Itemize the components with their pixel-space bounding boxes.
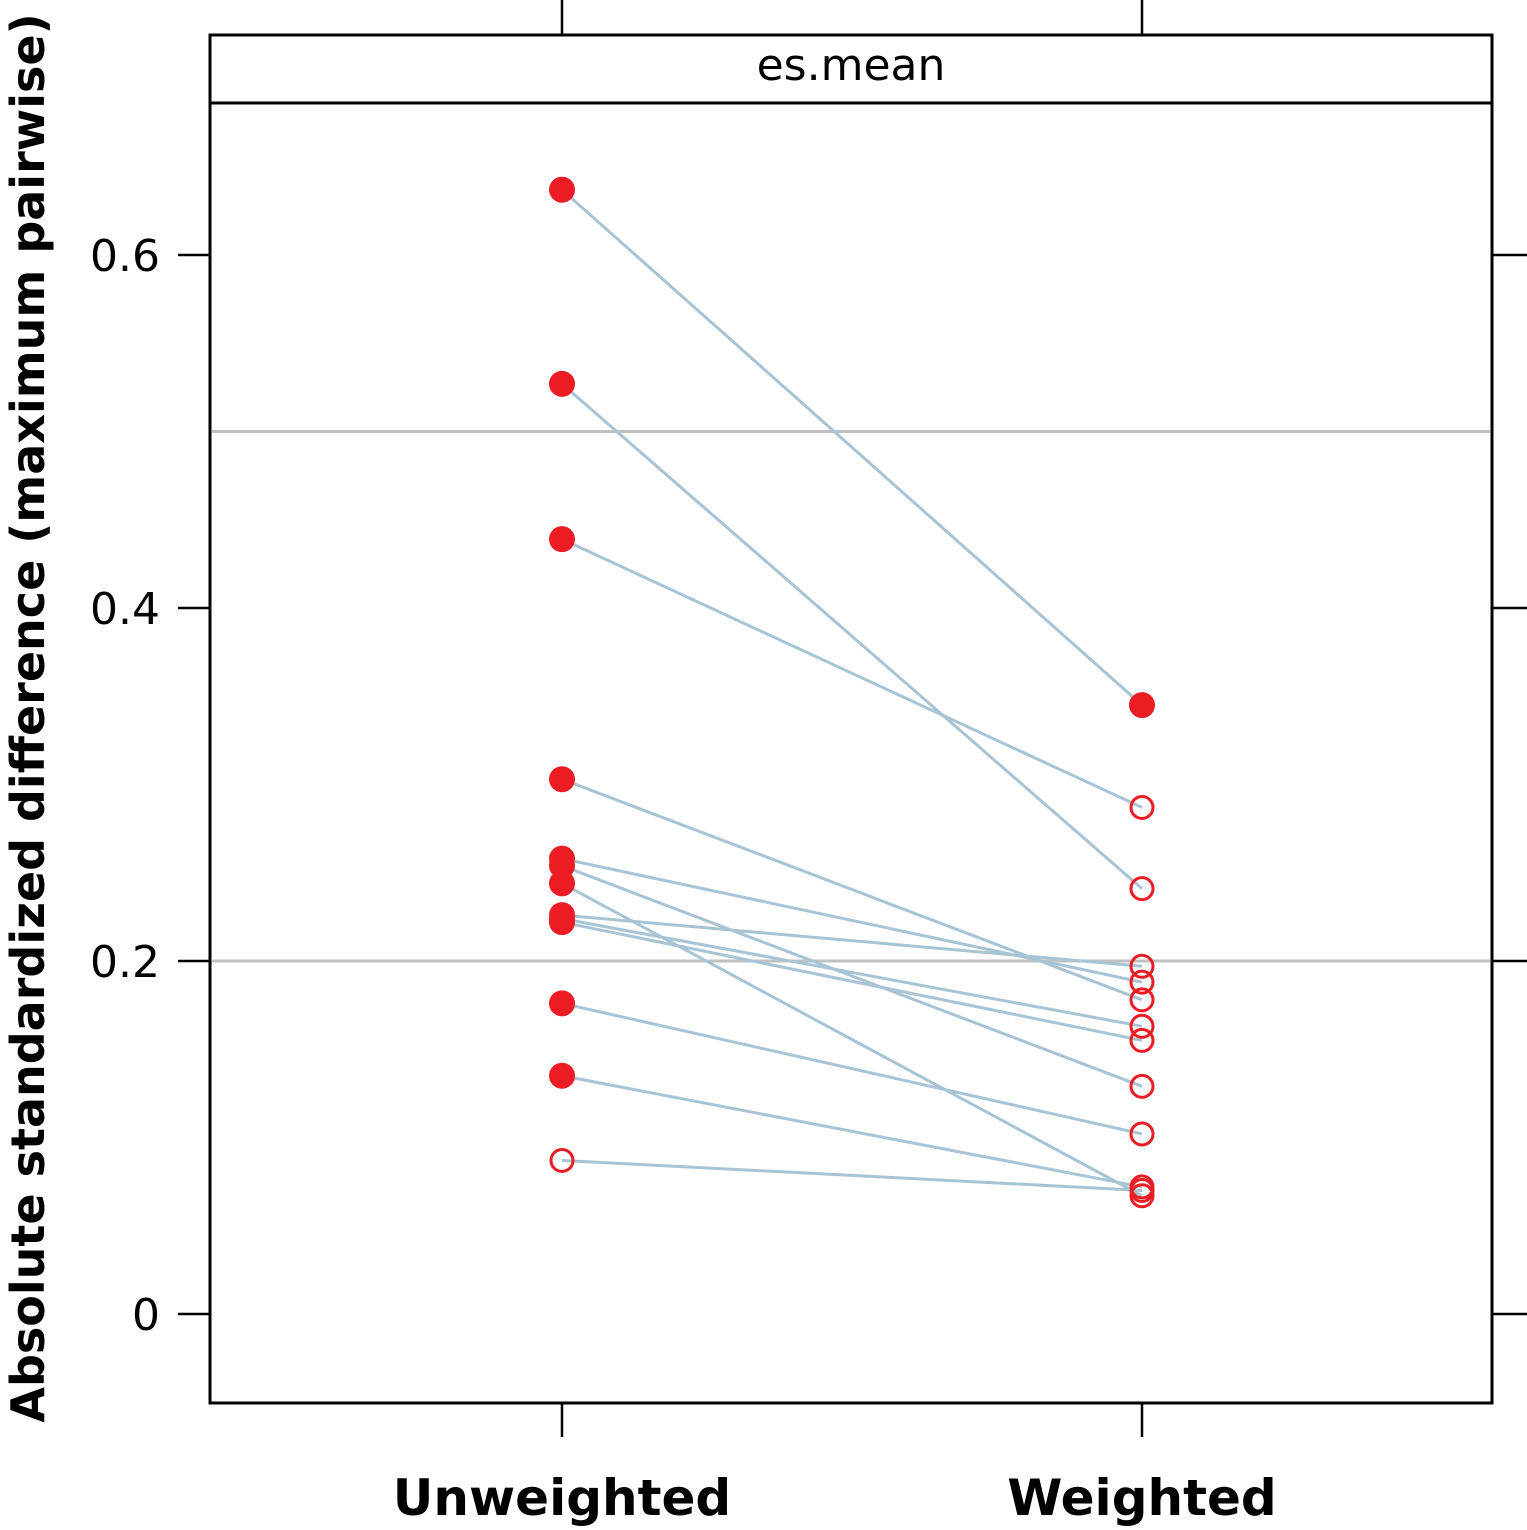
weighted-point-open <box>1129 1121 1155 1147</box>
weighted-point-open <box>1129 953 1155 979</box>
pair-line <box>561 188 1143 707</box>
pair-line <box>561 537 1143 809</box>
pair-line <box>561 382 1143 890</box>
plot-panel <box>208 33 1494 1405</box>
y-tick-label: 0 <box>132 1290 160 1341</box>
unweighted-point-filled <box>549 370 575 397</box>
unweighted-point-filled <box>549 909 575 936</box>
pair-line <box>561 1001 1143 1136</box>
weighted-point-open <box>1129 794 1155 820</box>
weighted-point-open <box>1129 987 1155 1013</box>
strip-header <box>208 33 1494 105</box>
y-axis-title: Absolute standardized difference (maximu… <box>1 13 55 1422</box>
weighted-point-open <box>1129 876 1155 902</box>
y-tick-label: 0.4 <box>90 584 160 635</box>
pair-line <box>561 1074 1143 1189</box>
pair-line <box>561 913 1143 968</box>
weighted-point-open <box>1129 1177 1155 1203</box>
unweighted-point-filled <box>549 766 575 793</box>
strip-title: es.mean <box>757 40 946 91</box>
weighted-point-filled <box>1129 692 1155 719</box>
y-axis: 0 0.2 0.4 0.6 <box>90 231 1527 1341</box>
reference-lines <box>212 430 1490 963</box>
y-tick-label: 0.6 <box>90 231 160 282</box>
pair-line <box>561 857 1143 984</box>
unweighted-point-filled <box>549 526 575 553</box>
pair-lines <box>561 188 1143 1198</box>
pair-line <box>561 864 1143 1088</box>
x-axis: Unweighted Weighted <box>393 0 1277 1527</box>
pair-line <box>561 917 1143 1028</box>
x-tick-label: Weighted <box>1007 1469 1276 1527</box>
unweighted-point-open <box>549 1147 575 1173</box>
y-tick-label: 0.2 <box>90 937 160 988</box>
weighted-point-open <box>1129 1073 1155 1099</box>
pair-line <box>561 882 1143 1198</box>
weighted-point-open <box>1129 1027 1155 1053</box>
unweighted-point-filled <box>549 176 575 203</box>
pair-line <box>561 920 1143 1042</box>
unweighted-point-filled <box>549 990 575 1017</box>
pair-line <box>561 1158 1143 1192</box>
unweighted-point-filled <box>549 1062 575 1089</box>
weighted-point-open <box>1129 969 1155 995</box>
x-tick-label: Unweighted <box>393 1469 731 1527</box>
weighted-point-open <box>1129 1013 1155 1039</box>
unweighted-point-filled <box>549 870 575 897</box>
data-points <box>549 176 1155 1209</box>
